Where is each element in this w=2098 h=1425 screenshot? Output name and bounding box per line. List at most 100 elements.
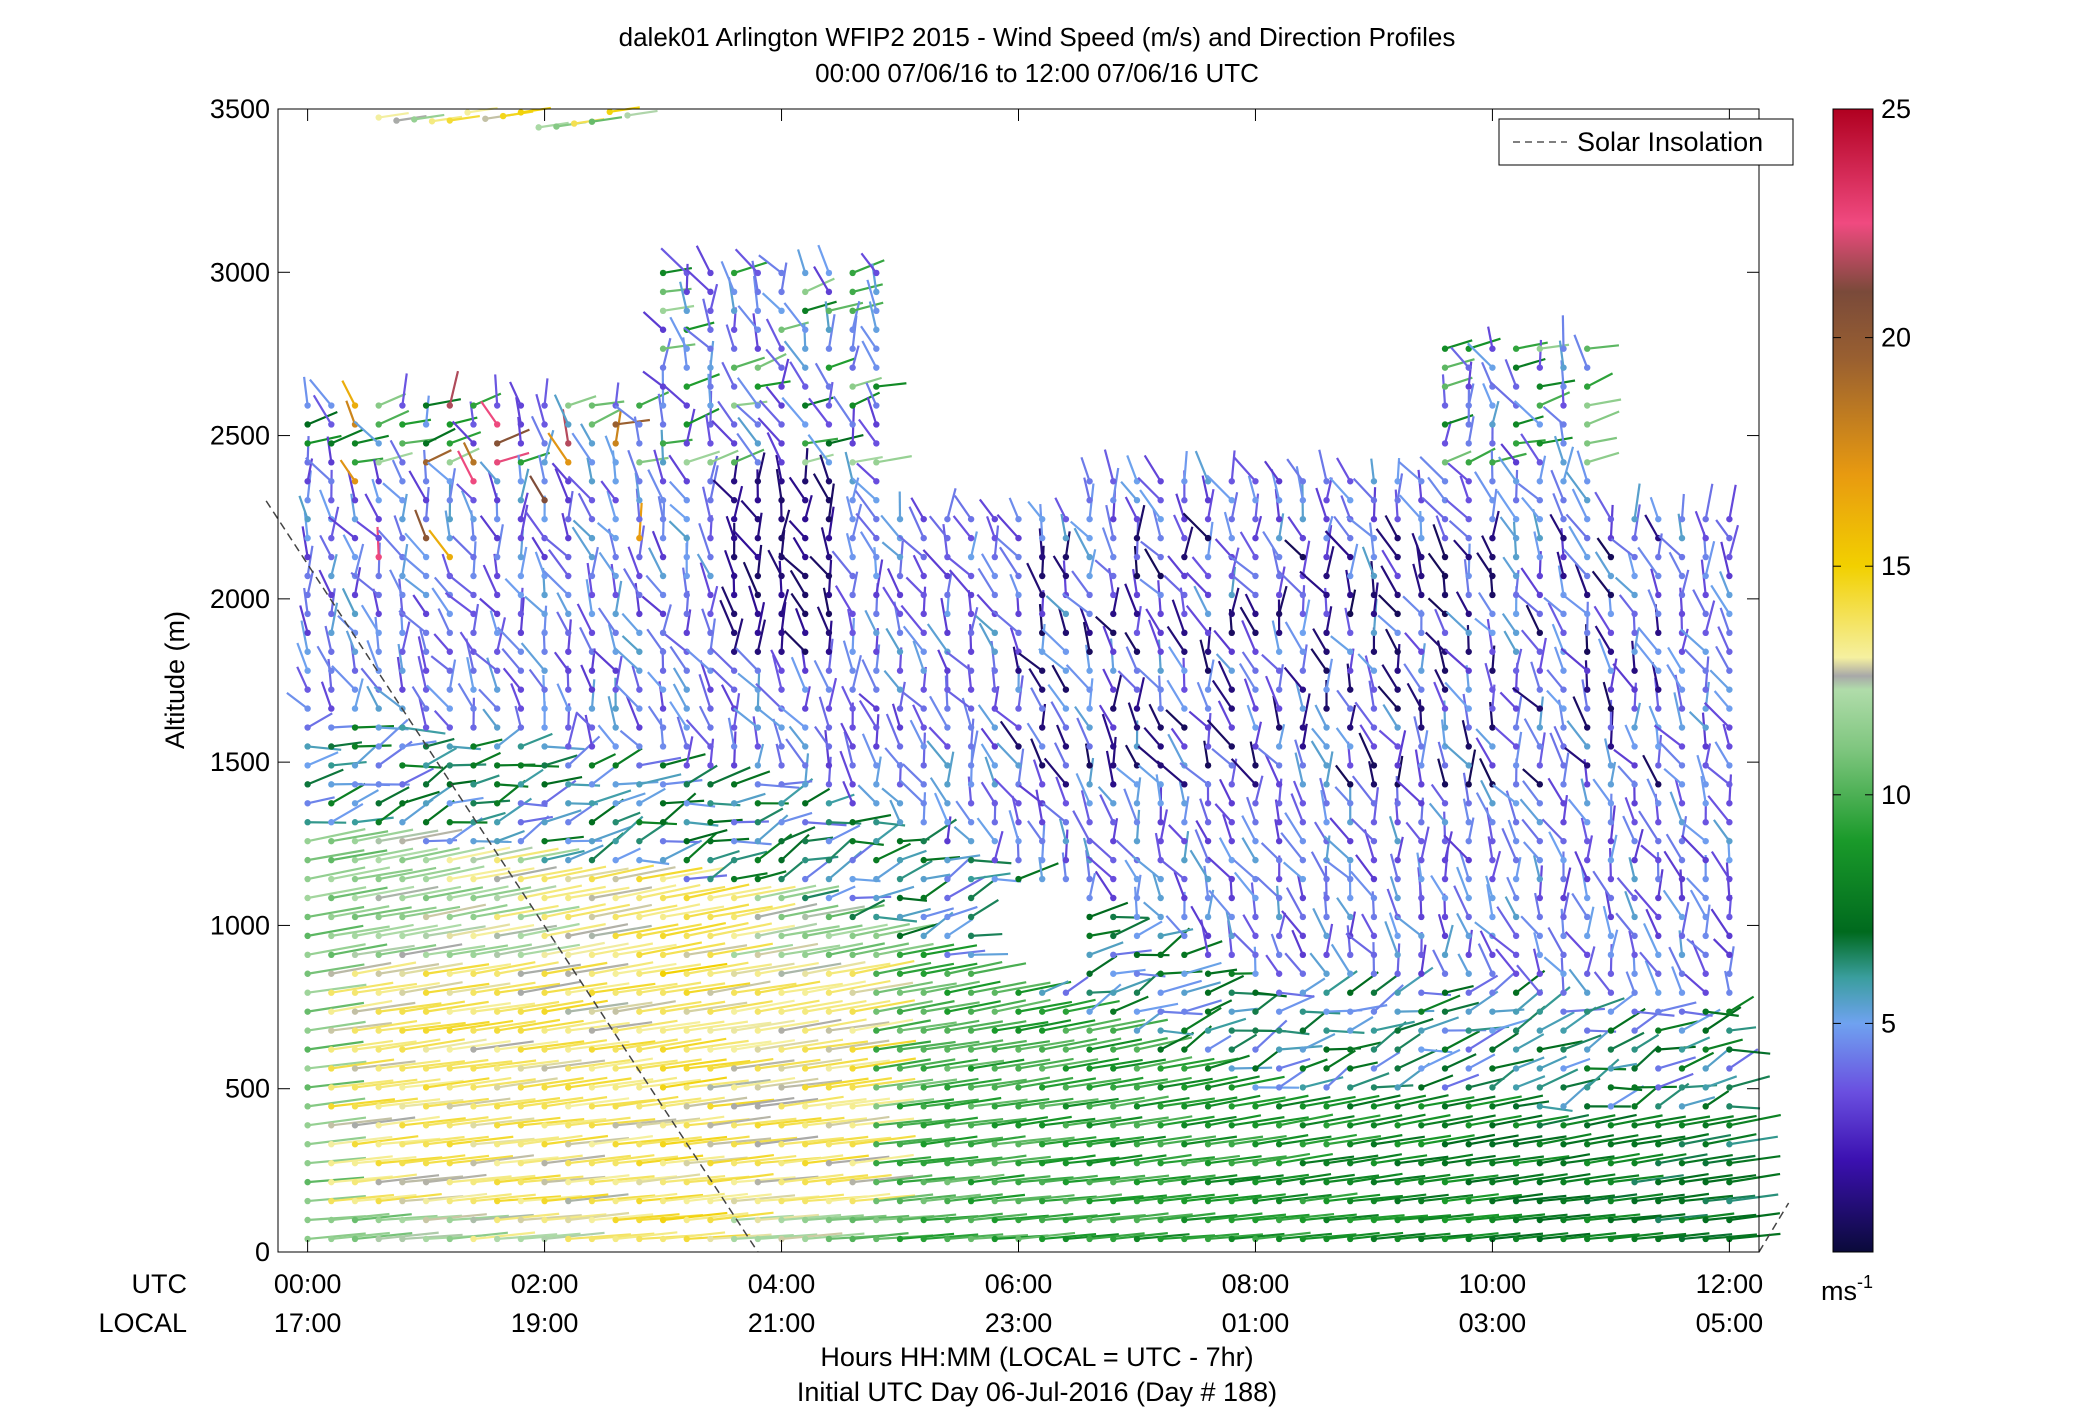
wind-barb [758, 254, 783, 274]
wind-barb-dot [1441, 970, 1449, 977]
wind-barb [568, 1136, 630, 1146]
wind-barb [785, 738, 807, 767]
wind-barb [1326, 1154, 1379, 1165]
wind-barb [790, 656, 807, 691]
wind-barb [970, 606, 979, 634]
wind-barb [866, 396, 878, 425]
wind-barb-dot [1133, 932, 1141, 940]
wind-barb [805, 1135, 869, 1146]
wind-barb-dot [1489, 762, 1496, 769]
wind-barb [1225, 911, 1233, 937]
wind-barb-dot [399, 837, 406, 845]
wind-barb-dot [541, 1008, 548, 1015]
wind-barb-dot [493, 1159, 501, 1167]
wind-barb [520, 905, 580, 919]
wind-barb [591, 1118, 656, 1127]
wind-barb-dot [422, 819, 430, 826]
wind-barb [908, 506, 925, 539]
wind-barb-dot [825, 364, 833, 371]
wind-barb-dot [517, 459, 525, 466]
wind-barb-dot [351, 781, 359, 788]
wind-barb [711, 667, 735, 691]
wind-barb-dot [612, 1084, 619, 1091]
wind-barb [734, 820, 769, 824]
wind-barb [992, 707, 1020, 729]
wind-barb-dot [896, 932, 904, 940]
wind-barb [544, 1096, 608, 1108]
wind-barb [1593, 971, 1612, 994]
wind-barb-dot [991, 781, 999, 788]
chart-title-line2: 00:00 07/06/16 to 12:00 07/06/16 UTC [815, 58, 1259, 88]
wind-barb-dot [1394, 591, 1401, 599]
wind-barb-dot [1015, 837, 1022, 845]
wind-barb-dot [470, 1122, 477, 1129]
wind-barb-dot [896, 762, 904, 769]
wind-barb [307, 1060, 367, 1070]
wind-barb-dot [944, 1122, 951, 1129]
wind-barb-dot [612, 421, 619, 428]
wind-barb-dot [541, 781, 548, 788]
wind-barb [780, 529, 786, 558]
wind-barb-dot [659, 478, 667, 485]
wind-barb [662, 1174, 726, 1184]
wind-barb-dot [1181, 705, 1188, 712]
wind-barb [757, 999, 820, 1013]
wind-barb-dot [1157, 686, 1164, 693]
wind-barb [1233, 859, 1257, 880]
wind-barb [1336, 457, 1352, 482]
wind-barb-dot [422, 1065, 430, 1072]
wind-barb-dot [1181, 1159, 1188, 1167]
wind-barb [1330, 635, 1351, 653]
wind-barb [1456, 866, 1470, 899]
wind-barb [378, 1156, 443, 1165]
wind-barb-dot [873, 1197, 880, 1205]
wind-barb-dot [1228, 856, 1235, 864]
wind-barb [411, 686, 428, 710]
wind-barb-dot [612, 932, 619, 940]
wind-barb-dot [1086, 1008, 1093, 1015]
wind-barb [1350, 1061, 1378, 1070]
wind-barb-dot [825, 553, 833, 561]
wind-barb [1604, 890, 1612, 918]
wind-barb [1532, 855, 1541, 880]
wind-barb-dot [683, 951, 690, 959]
wind-barb [354, 1135, 419, 1146]
wind-barb [1340, 495, 1352, 520]
wind-barb-dot [1418, 1008, 1425, 1015]
wind-barb [1076, 717, 1091, 747]
wind-barb [757, 1233, 818, 1241]
wind-barb-dot [1631, 951, 1638, 959]
wind-barb [1089, 1154, 1143, 1165]
wind-barb-dot [802, 591, 809, 599]
wind-barb [514, 705, 522, 728]
wind-barb-dot [1133, 894, 1141, 902]
wind-barb-dot [825, 497, 833, 504]
wind-barb [543, 429, 555, 463]
wind-barb [1009, 627, 1020, 653]
wind-barb [1467, 817, 1475, 842]
wind-barb-dot [802, 1159, 809, 1167]
wind-barb-dot [1536, 951, 1544, 959]
wind-barb-dot [1441, 572, 1449, 580]
wind-barb [639, 1193, 704, 1203]
wind-barb-dot [730, 326, 738, 333]
wind-barb [462, 442, 475, 463]
wind-barb [1206, 488, 1215, 520]
wind-barb-dot [1038, 686, 1046, 693]
wind-barb-dot [1584, 667, 1591, 674]
wind-barb [720, 260, 736, 293]
wind-barb [1516, 964, 1541, 994]
wind-barb-dot [944, 591, 951, 599]
wind-barb-dot [967, 705, 975, 712]
wind-barb [615, 1059, 678, 1070]
wind-barb-dot [493, 989, 501, 996]
wind-barb-dot [1252, 553, 1259, 561]
wind-barb [1282, 861, 1304, 880]
wind-barb-dot [1228, 762, 1235, 769]
wind-barb-dot [873, 421, 880, 428]
wind-barb-dot [517, 534, 525, 542]
wind-barb-dot [493, 1122, 501, 1129]
wind-barb-dot [1228, 497, 1235, 504]
wind-barb [639, 756, 682, 767]
wind-barb [834, 585, 854, 615]
